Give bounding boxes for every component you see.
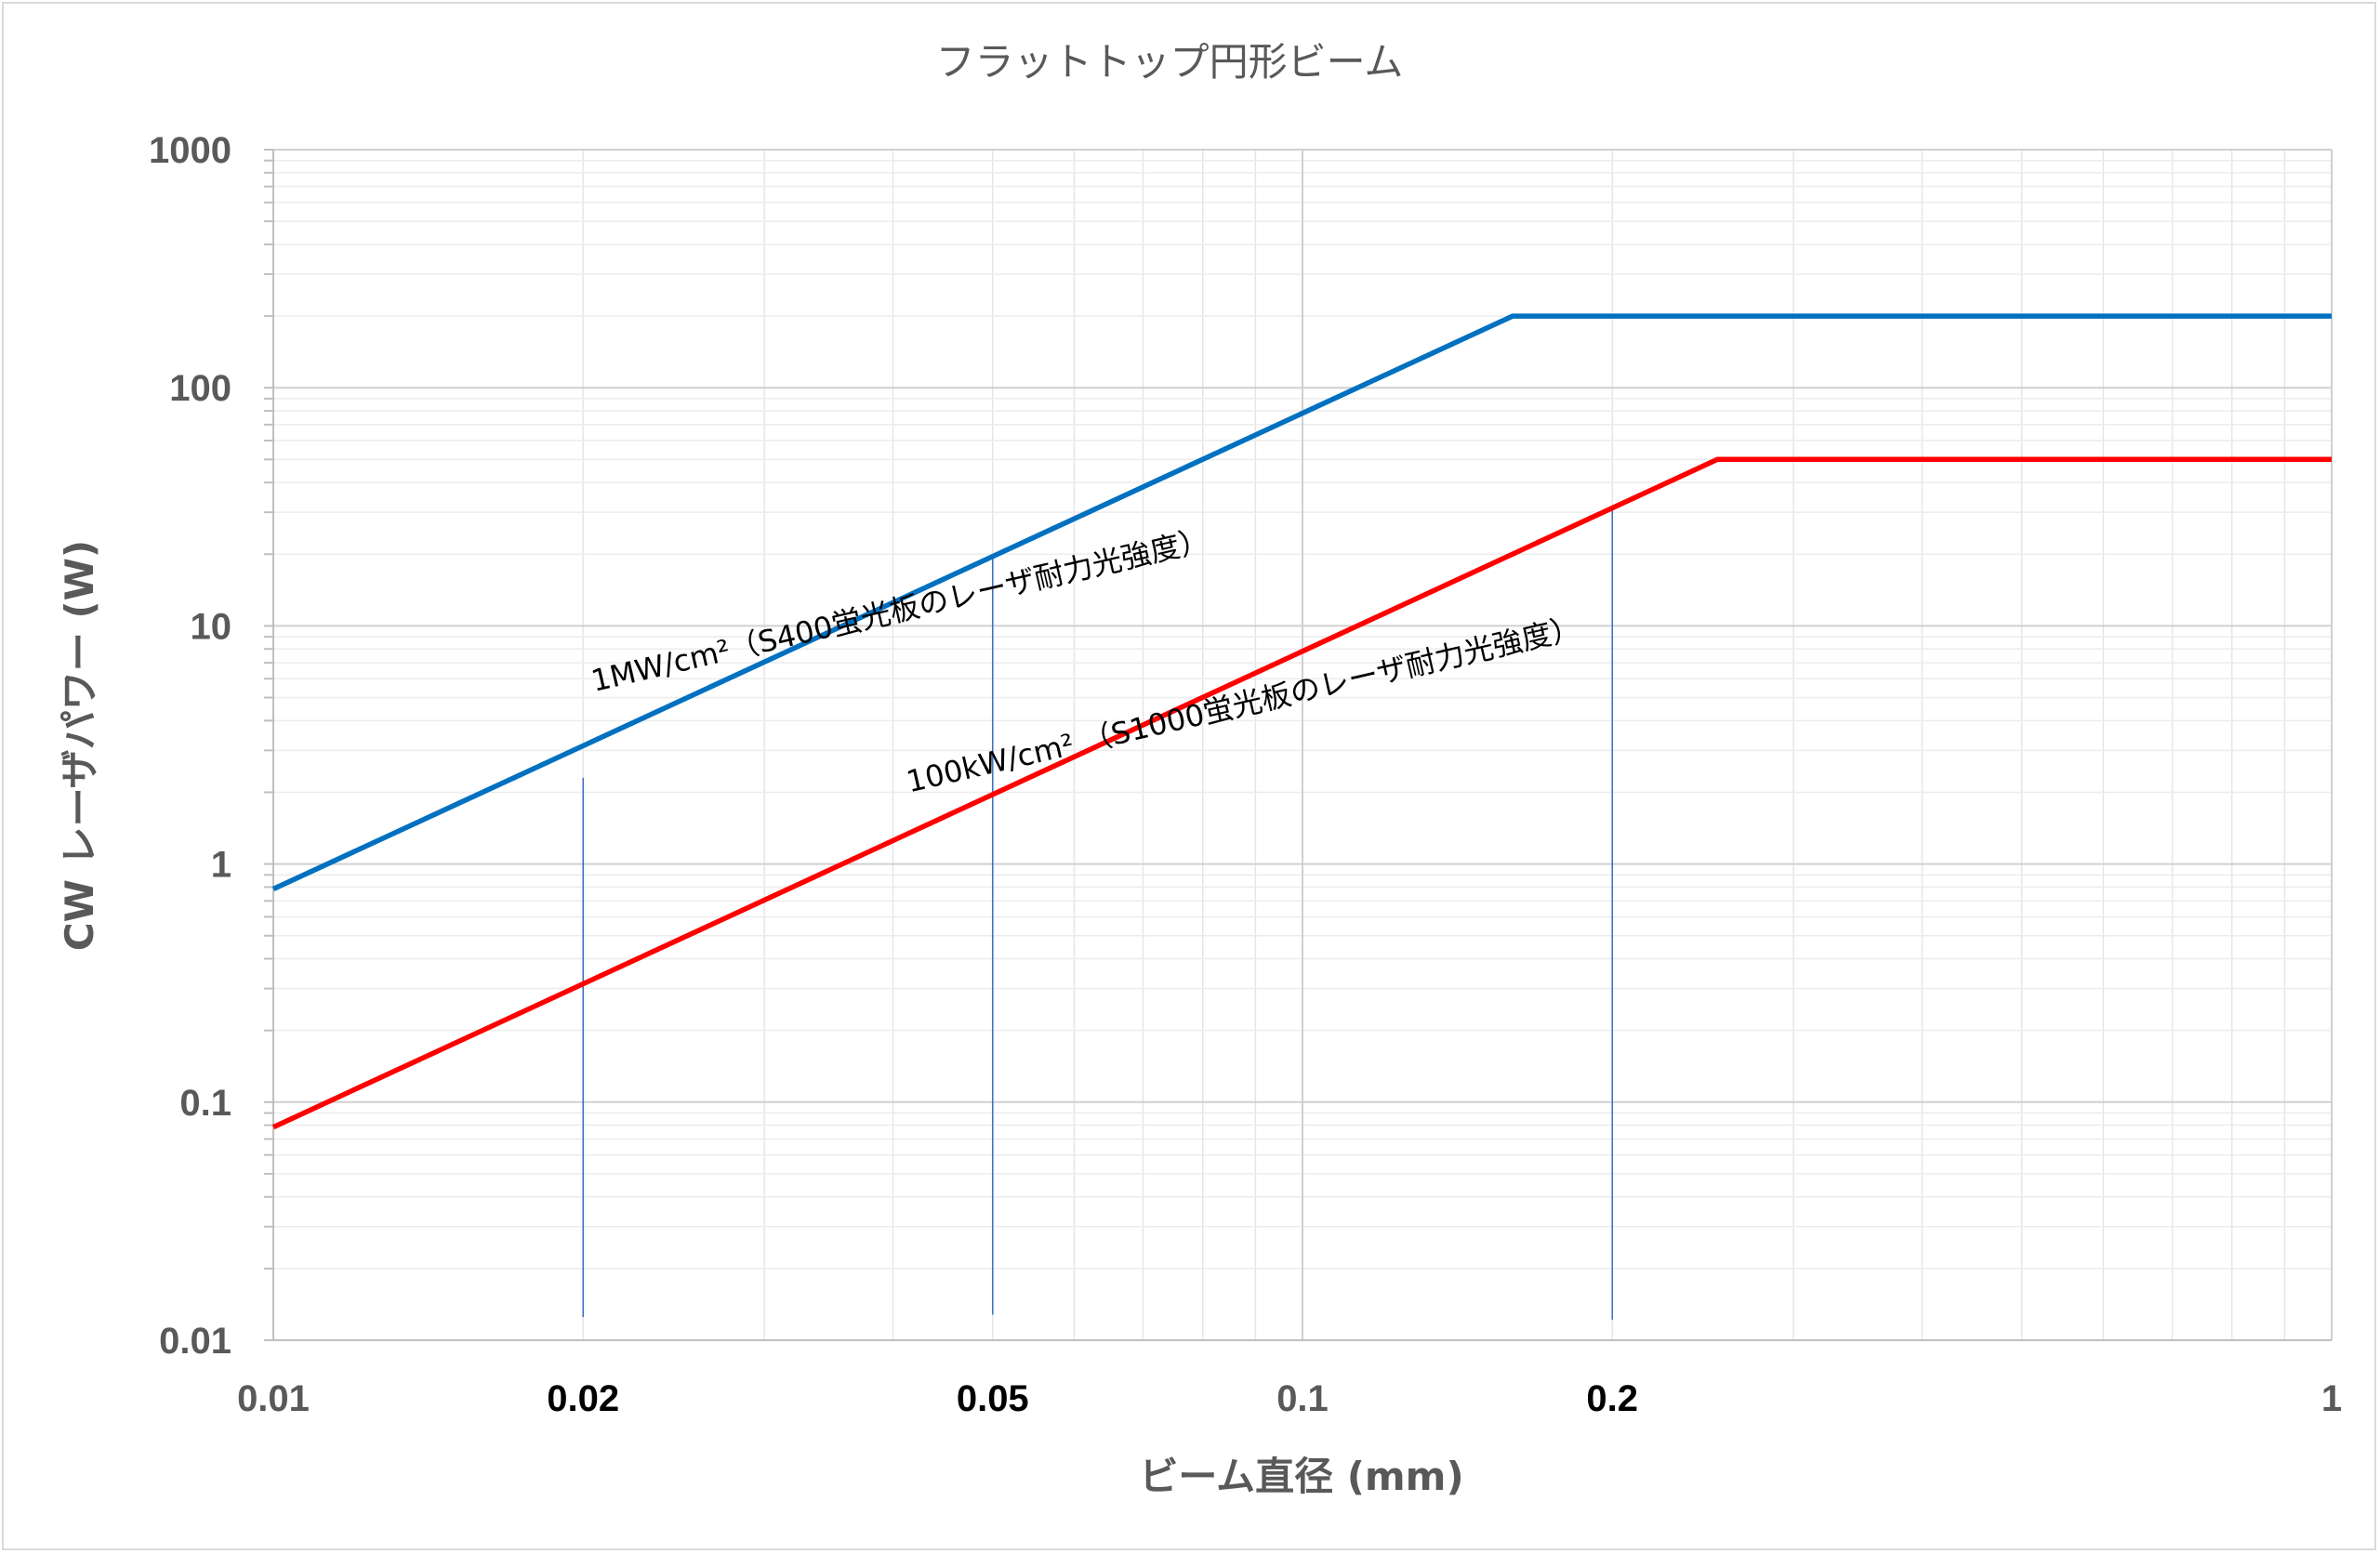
- series-line: [271, 456, 2332, 1130]
- x-tick-labels: 0.01 0.02 0.05 0.1 0.2 1: [237, 1378, 2342, 1419]
- x-tick-label: 1: [2321, 1378, 2342, 1419]
- y-tick-label: 10: [191, 606, 232, 647]
- y-tick-label: 0.1: [179, 1083, 231, 1124]
- y-tick-label: 0.01: [159, 1321, 231, 1362]
- x-tick-label: 0.2: [1586, 1378, 1638, 1419]
- data-series: [271, 313, 2332, 1130]
- marker-lines: [582, 507, 1614, 1320]
- x-tick-label: 0.05: [957, 1378, 1029, 1419]
- y-tick-label: 1: [211, 845, 231, 886]
- series-line: [271, 313, 2332, 891]
- chart-title: フラットトップ円形ビーム: [936, 39, 1404, 85]
- x-axis-label: ビーム直径 (mm): [1139, 1454, 1463, 1499]
- y-tick-label: 100: [169, 368, 231, 409]
- axes: [264, 149, 2332, 1341]
- y-tick-label: 1000: [149, 130, 231, 171]
- x-tick-label: 0.02: [547, 1378, 619, 1419]
- x-tick-label: 0.01: [237, 1378, 310, 1419]
- x-tick-label: 0.1: [1276, 1378, 1329, 1419]
- y-tick-labels: 1000 100 10 1 0.1 0.01: [149, 130, 231, 1362]
- y-axis-label: CW レーザパワー (W): [57, 540, 102, 951]
